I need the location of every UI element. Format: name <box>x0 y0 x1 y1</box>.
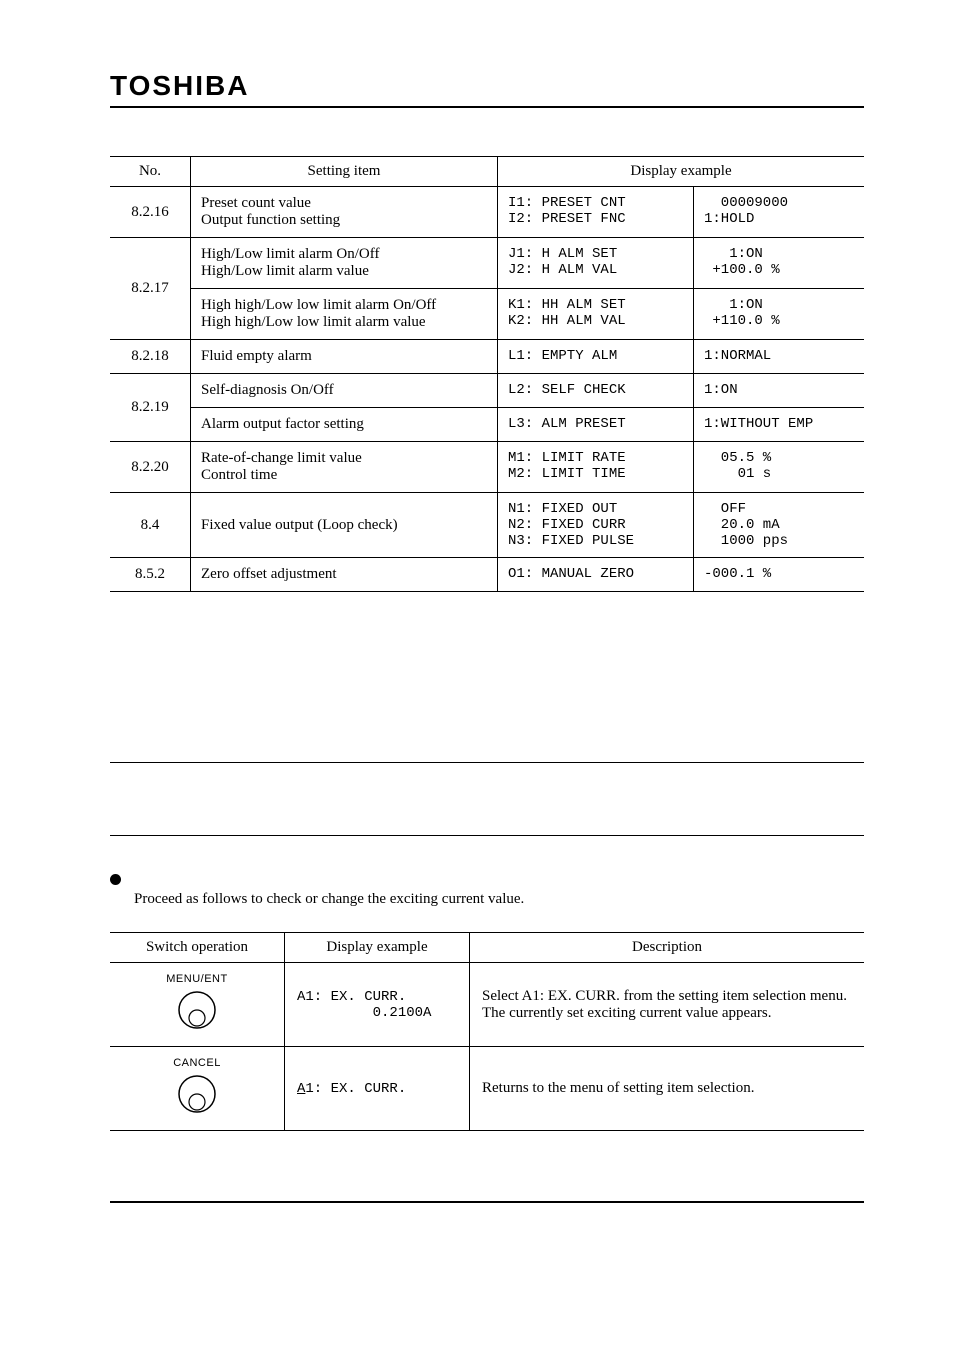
cell-code: L1: EMPTY ALM <box>498 340 694 374</box>
cell-item: High/Low limit alarm On/Off High/Low lim… <box>191 238 498 289</box>
switch-label: MENU/ENT <box>122 973 272 985</box>
settings-table: No. Setting item Display example 8.2.16 … <box>110 156 864 592</box>
cell-val: 1:ON <box>694 374 865 408</box>
cell-switch: CANCEL <box>110 1047 285 1131</box>
cell-item: Rate-of-change limit value Control time <box>191 442 498 493</box>
note-box <box>110 762 864 836</box>
cell-item: Alarm output factor setting <box>191 408 498 442</box>
table-row: CANCEL A1: EX. CURR. Returns to the menu… <box>110 1047 864 1131</box>
header-disp: Display example <box>285 933 470 963</box>
bullet-heading <box>110 870 864 885</box>
cell-val: 1:WITHOUT EMP <box>694 408 865 442</box>
table-row: High high/Low low limit alarm On/Off Hig… <box>110 289 864 340</box>
cell-item: Zero offset adjustment <box>191 558 498 592</box>
cell-val: 1:NORMAL <box>694 340 865 374</box>
header-display: Display example <box>498 157 865 187</box>
header-setting: Setting item <box>191 157 498 187</box>
cell-no: 8.2.19 <box>110 374 191 442</box>
bullet-dot-icon <box>110 874 121 885</box>
cell-no: 8.2.17 <box>110 238 191 340</box>
footer-rule <box>110 1201 864 1203</box>
table-header-row: Switch operation Display example Descrip… <box>110 933 864 963</box>
cell-code: M1: LIMIT RATE M2: LIMIT TIME <box>498 442 694 493</box>
cell-no: 8.2.18 <box>110 340 191 374</box>
table-row: MENU/ENT A1: EX. CURR. 0.2100A Select A1… <box>110 963 864 1047</box>
cell-no: 8.2.16 <box>110 187 191 238</box>
cell-val: 00009000 1:HOLD <box>694 187 865 238</box>
cell-no: 8.5.2 <box>110 558 191 592</box>
switch-label: CANCEL <box>122 1057 272 1069</box>
cell-val: 1:ON +100.0 % <box>694 238 865 289</box>
header-no: No. <box>110 157 191 187</box>
header-desc: Description <box>470 933 865 963</box>
cell-code: K1: HH ALM SET K2: HH ALM VAL <box>498 289 694 340</box>
table-row: 8.2.20 Rate-of-change limit value Contro… <box>110 442 864 493</box>
cell-no: 8.4 <box>110 493 191 558</box>
cell-item: High high/Low low limit alarm On/Off Hig… <box>191 289 498 340</box>
cell-val: 05.5 % 01 s <box>694 442 865 493</box>
table-row: Alarm output factor setting L3: ALM PRES… <box>110 408 864 442</box>
table-row: 8.2.19 Self-diagnosis On/Off L2: SELF CH… <box>110 374 864 408</box>
cell-code: O1: MANUAL ZERO <box>498 558 694 592</box>
table-header-row: No. Setting item Display example <box>110 157 864 187</box>
knob-icon <box>176 989 218 1036</box>
cell-code: J1: H ALM SET J2: H ALM VAL <box>498 238 694 289</box>
knob-icon <box>176 1073 218 1120</box>
cell-code: L3: ALM PRESET <box>498 408 694 442</box>
cell-val: -000.1 % <box>694 558 865 592</box>
table-row: 8.4 Fixed value output (Loop check) N1: … <box>110 493 864 558</box>
cell-code: I1: PRESET CNT I2: PRESET FNC <box>498 187 694 238</box>
cell-switch: MENU/ENT <box>110 963 285 1047</box>
brand-underline <box>110 106 864 108</box>
cell-val: 1:ON +110.0 % <box>694 289 865 340</box>
operations-table: Switch operation Display example Descrip… <box>110 932 864 1131</box>
cell-item: Fluid empty alarm <box>191 340 498 374</box>
header-switch: Switch operation <box>110 933 285 963</box>
cell-code: N1: FIXED OUT N2: FIXED CURR N3: FIXED P… <box>498 493 694 558</box>
table-row: 8.2.16 Preset count value Output functio… <box>110 187 864 238</box>
cell-item: Fixed value output (Loop check) <box>191 493 498 558</box>
table-row: 8.5.2 Zero offset adjustment O1: MANUAL … <box>110 558 864 592</box>
cell-display: A1: EX. CURR. <box>285 1047 470 1131</box>
cell-item: Preset count value Output function setti… <box>191 187 498 238</box>
table-row: 8.2.17 High/Low limit alarm On/Off High/… <box>110 238 864 289</box>
disp-line: 0.2100A <box>297 1005 431 1021</box>
disp-line: A1: EX. CURR. <box>297 989 406 1005</box>
cell-desc: Select A1: EX. CURR. from the setting it… <box>470 963 865 1047</box>
cell-display: A1: EX. CURR. 0.2100A <box>285 963 470 1047</box>
brand-logo: TOSHIBA <box>110 70 864 102</box>
cell-no: 8.2.20 <box>110 442 191 493</box>
proceed-text: Proceed as follows to check or change th… <box>110 891 864 908</box>
cell-desc: Returns to the menu of setting item sele… <box>470 1047 865 1131</box>
disp-rest: 1: EX. CURR. <box>305 1081 406 1097</box>
cell-code: L2: SELF CHECK <box>498 374 694 408</box>
cell-item: Self-diagnosis On/Off <box>191 374 498 408</box>
cell-val: OFF 20.0 mA 1000 pps <box>694 493 865 558</box>
table-row: 8.2.18 Fluid empty alarm L1: EMPTY ALM 1… <box>110 340 864 374</box>
